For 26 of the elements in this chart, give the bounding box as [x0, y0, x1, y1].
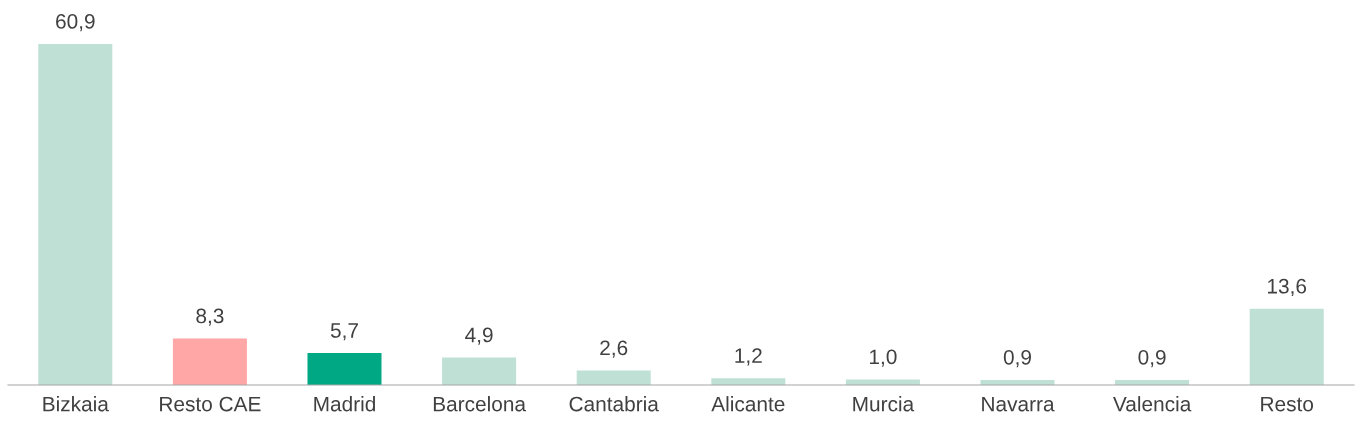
x-tick-label: Alicante: [711, 396, 785, 412]
data-label: 13,6: [1268, 278, 1307, 297]
data-label: 1,0: [870, 349, 897, 367]
x-tick-label: Valencia: [1113, 396, 1192, 412]
data-label: 2,6: [600, 340, 628, 358]
bar: [1249, 308, 1324, 385]
data-label: 8,3: [196, 308, 224, 326]
x-tick-label: Resto: [1261, 396, 1314, 412]
x-tick-label: Navarra: [982, 396, 1055, 412]
data-label: 4,9: [465, 327, 493, 345]
bar: [307, 353, 382, 385]
x-tick-label: Cantabria: [569, 396, 659, 412]
bar: [576, 370, 651, 385]
bar: [38, 43, 113, 385]
x-tick-label: Barcelona: [433, 396, 527, 412]
data-label: 60,9: [56, 14, 95, 32]
data-label: 0,9: [1138, 349, 1166, 368]
data-label: 1,2: [735, 348, 762, 366]
x-tick-label: Bizkaia: [43, 396, 109, 412]
bar: [172, 338, 247, 385]
bar: [442, 357, 517, 385]
x-tick-label: Madrid: [314, 396, 375, 412]
data-label: 0,9: [1003, 349, 1031, 368]
x-tick-label: Resto CAE: [160, 396, 261, 412]
x-tick-label: Murcia: [853, 396, 915, 412]
data-label: 5,7: [330, 323, 358, 341]
